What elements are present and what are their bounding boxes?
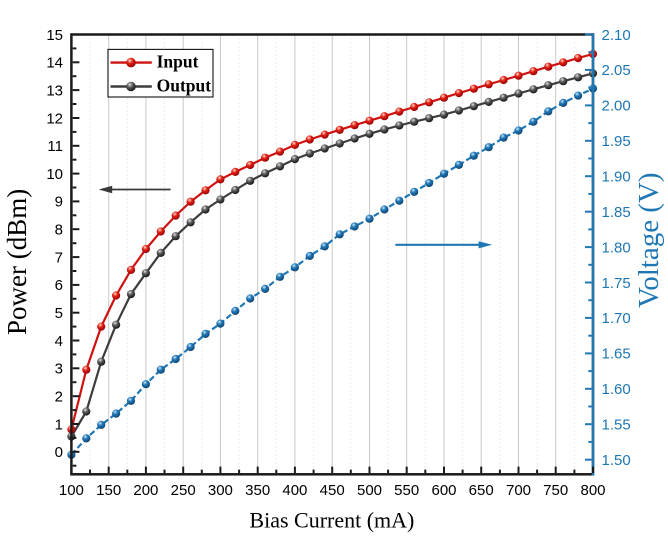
- svg-text:2.05: 2.05: [602, 62, 631, 79]
- svg-text:8: 8: [55, 222, 63, 239]
- svg-text:650: 650: [469, 482, 494, 499]
- svg-text:1.80: 1.80: [602, 239, 631, 256]
- svg-text:Bias Current (mA): Bias Current (mA): [249, 508, 414, 533]
- svg-text:550: 550: [394, 482, 419, 499]
- svg-text:14: 14: [46, 55, 63, 72]
- svg-text:400: 400: [282, 482, 307, 499]
- svg-text:1.85: 1.85: [602, 204, 631, 221]
- svg-text:800: 800: [580, 482, 605, 499]
- svg-text:1.65: 1.65: [602, 346, 631, 363]
- svg-text:100: 100: [59, 482, 84, 499]
- svg-text:9: 9: [55, 194, 63, 211]
- svg-text:2: 2: [55, 389, 63, 406]
- svg-text:350: 350: [245, 482, 270, 499]
- svg-text:11: 11: [47, 138, 63, 155]
- svg-text:2.10: 2.10: [602, 27, 631, 44]
- svg-text:500: 500: [357, 482, 382, 499]
- svg-text:4: 4: [55, 333, 63, 350]
- svg-text:600: 600: [431, 482, 456, 499]
- svg-text:13: 13: [46, 82, 63, 99]
- svg-text:450: 450: [320, 482, 345, 499]
- svg-text:700: 700: [506, 482, 531, 499]
- svg-text:Output: Output: [157, 75, 212, 95]
- svg-text:250: 250: [171, 482, 196, 499]
- svg-text:7: 7: [55, 249, 63, 266]
- svg-text:1.55: 1.55: [602, 417, 631, 434]
- svg-text:5: 5: [55, 305, 63, 322]
- svg-text:Power (dBm): Power (dBm): [2, 189, 32, 335]
- svg-text:0: 0: [55, 444, 63, 461]
- svg-text:10: 10: [46, 166, 63, 183]
- svg-text:150: 150: [96, 482, 121, 499]
- svg-text:1.60: 1.60: [602, 381, 631, 398]
- svg-text:Voltage (V): Voltage (V): [633, 172, 665, 308]
- svg-text:1.70: 1.70: [602, 310, 631, 327]
- svg-text:300: 300: [208, 482, 233, 499]
- svg-text:1.50: 1.50: [602, 452, 631, 469]
- svg-text:1.95: 1.95: [602, 133, 631, 150]
- svg-text:12: 12: [46, 110, 63, 127]
- svg-text:3: 3: [55, 361, 63, 378]
- svg-text:200: 200: [133, 482, 158, 499]
- svg-text:1.90: 1.90: [602, 169, 631, 186]
- svg-text:2.00: 2.00: [602, 98, 631, 115]
- svg-text:6: 6: [55, 277, 63, 294]
- svg-text:750: 750: [543, 482, 568, 499]
- svg-text:15: 15: [46, 27, 63, 44]
- svg-text:1: 1: [55, 416, 63, 433]
- svg-text:1.75: 1.75: [602, 275, 631, 292]
- svg-text:Input: Input: [157, 52, 199, 72]
